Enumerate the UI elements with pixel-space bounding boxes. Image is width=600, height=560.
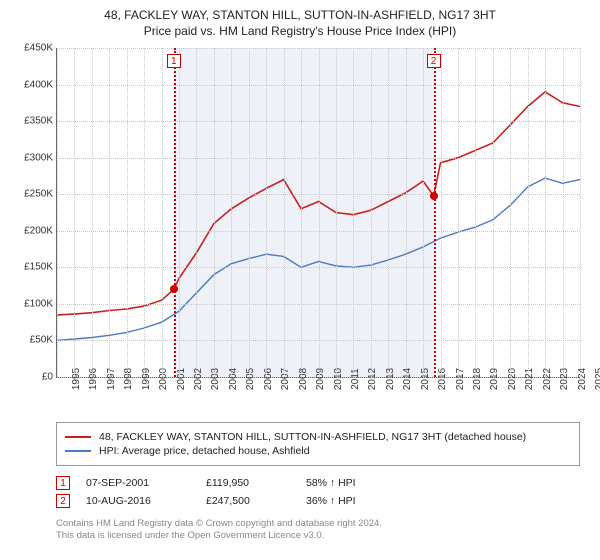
gridline-v	[528, 48, 529, 377]
gridline-v	[493, 48, 494, 377]
y-axis-label: £150K	[24, 262, 53, 273]
gridline-v	[284, 48, 285, 377]
y-axis-label: £300K	[24, 152, 53, 163]
gridline-v	[196, 48, 197, 377]
title-block: 48, FACKLEY WAY, STANTON HILL, SUTTON-IN…	[10, 8, 590, 38]
plot-area: £0£50K£100K£150K£200K£250K£300K£350K£400…	[56, 48, 580, 378]
legend-swatch-line	[65, 436, 91, 438]
gridline-v	[249, 48, 250, 377]
gridline-v	[109, 48, 110, 377]
gridline-v	[423, 48, 424, 377]
legend-swatch-line	[65, 450, 91, 452]
gridline-v	[92, 48, 93, 377]
gridline-v	[371, 48, 372, 377]
event-row: 2 10-AUG-2016 £247,500 36% ↑ HPI	[56, 492, 580, 510]
gridline-v	[388, 48, 389, 377]
event-marker: 2	[427, 54, 441, 68]
gridline-v	[336, 48, 337, 377]
event-badge: 1	[56, 476, 70, 490]
gridline-v	[127, 48, 128, 377]
gridline-v	[580, 48, 581, 377]
y-axis-label: £0	[42, 372, 53, 383]
gridline-v	[563, 48, 564, 377]
event-price: £247,500	[206, 495, 306, 507]
event-price: £119,950	[206, 477, 306, 489]
gridline-v	[406, 48, 407, 377]
event-diff: 36% ↑ HPI	[306, 495, 406, 507]
gridline-v	[266, 48, 267, 377]
gridline-v	[319, 48, 320, 377]
gridline-v	[231, 48, 232, 377]
y-axis-label: £200K	[24, 225, 53, 236]
gridline-v	[162, 48, 163, 377]
footer-line: This data is licensed under the Open Gov…	[56, 530, 580, 542]
event-dot	[430, 192, 438, 200]
legend: 48, FACKLEY WAY, STANTON HILL, SUTTON-IN…	[56, 422, 580, 466]
legend-label: 48, FACKLEY WAY, STANTON HILL, SUTTON-IN…	[99, 431, 526, 443]
chart-title-address: 48, FACKLEY WAY, STANTON HILL, SUTTON-IN…	[10, 8, 590, 22]
x-axis-label: 2025	[580, 368, 600, 390]
gridline-v	[57, 48, 58, 377]
event-line	[174, 48, 176, 377]
y-axis-label: £50K	[30, 335, 53, 346]
legend-item-hpi: HPI: Average price, detached house, Ashf…	[65, 445, 571, 457]
gridline-v	[353, 48, 354, 377]
y-axis-label: £250K	[24, 189, 53, 200]
legend-label: HPI: Average price, detached house, Ashf…	[99, 445, 310, 457]
event-date: 07-SEP-2001	[86, 477, 206, 489]
gridline-v	[179, 48, 180, 377]
y-axis-label: £100K	[24, 298, 53, 309]
chart-container: 48, FACKLEY WAY, STANTON HILL, SUTTON-IN…	[0, 0, 600, 560]
gridline-v	[74, 48, 75, 377]
event-marker: 1	[167, 54, 181, 68]
event-line	[434, 48, 436, 377]
event-badge: 2	[56, 494, 70, 508]
gridline-v	[545, 48, 546, 377]
gridline-v	[475, 48, 476, 377]
event-dot	[170, 285, 178, 293]
chart-subtitle: Price paid vs. HM Land Registry's House …	[10, 24, 590, 38]
chart-footer: Contains HM Land Registry data © Crown c…	[56, 518, 580, 543]
event-row: 1 07-SEP-2001 £119,950 58% ↑ HPI	[56, 474, 580, 492]
event-diff: 58% ↑ HPI	[306, 477, 406, 489]
gridline-v	[441, 48, 442, 377]
events-table: 1 07-SEP-2001 £119,950 58% ↑ HPI 2 10-AU…	[56, 474, 580, 510]
gridline-v	[458, 48, 459, 377]
y-axis-label: £450K	[24, 43, 53, 54]
event-date: 10-AUG-2016	[86, 495, 206, 507]
legend-item-price-paid: 48, FACKLEY WAY, STANTON HILL, SUTTON-IN…	[65, 431, 571, 443]
y-axis-label: £400K	[24, 79, 53, 90]
gridline-v	[301, 48, 302, 377]
y-axis-label: £350K	[24, 116, 53, 127]
gridline-v	[510, 48, 511, 377]
gridline-v	[144, 48, 145, 377]
gridline-v	[214, 48, 215, 377]
footer-line: Contains HM Land Registry data © Crown c…	[56, 518, 580, 530]
